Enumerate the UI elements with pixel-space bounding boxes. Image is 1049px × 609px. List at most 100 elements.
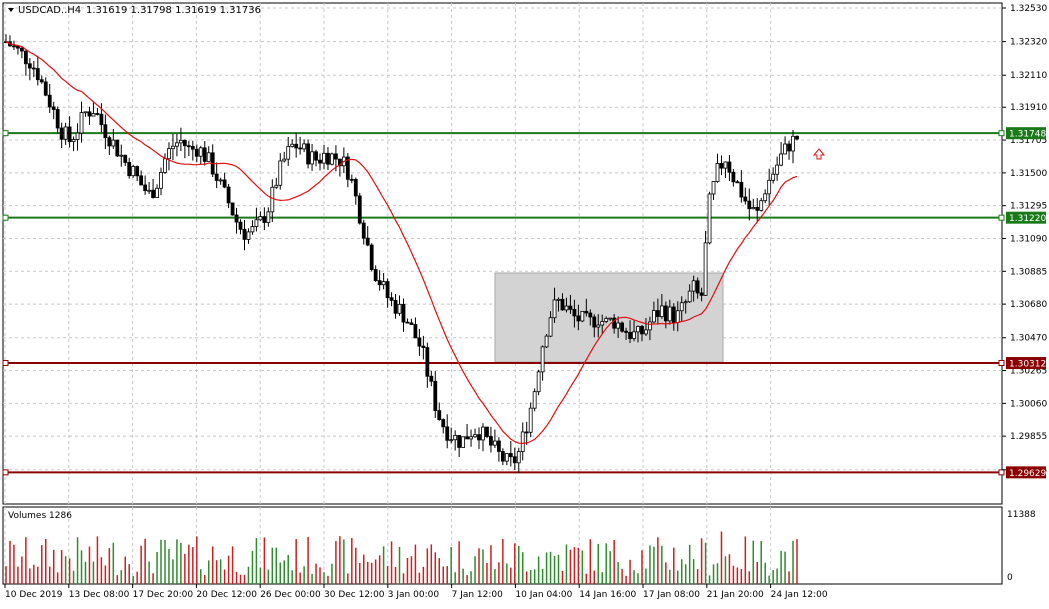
up-arrow-icon xyxy=(812,148,826,160)
candle-body xyxy=(644,329,648,335)
level-handle[interactable] xyxy=(2,469,9,476)
candle-body xyxy=(536,371,541,393)
time-tick-label: 20 Dec 12:00 xyxy=(196,590,257,600)
candle-body xyxy=(39,79,44,83)
candle-body xyxy=(87,111,92,117)
candle-body xyxy=(552,299,557,319)
price-tick-label: 1.30265 xyxy=(1010,367,1047,377)
triangle-down-icon[interactable] xyxy=(8,8,14,12)
candle-body xyxy=(230,202,235,216)
candle-body xyxy=(592,316,597,328)
candle-body xyxy=(544,335,549,348)
candle-body xyxy=(377,280,382,286)
level-handle[interactable] xyxy=(2,130,9,137)
candle-body xyxy=(242,228,247,240)
candle-body xyxy=(345,156,350,180)
candle-body xyxy=(357,195,362,224)
candle-body xyxy=(421,345,426,348)
time-tick-label: 17 Jan 08:00 xyxy=(643,590,700,600)
candle-body xyxy=(214,173,219,181)
candles xyxy=(4,34,799,474)
price-tick-label: 1.32530 xyxy=(1010,4,1047,14)
candle-body xyxy=(385,281,390,299)
candle-body xyxy=(473,434,477,438)
candle-body xyxy=(361,222,366,239)
candle-body xyxy=(147,189,151,192)
level-handle[interactable] xyxy=(998,469,1005,476)
candle-body xyxy=(135,166,140,177)
candle-body xyxy=(75,132,80,140)
price-tick-label: 1.30680 xyxy=(1010,300,1047,310)
candle-body xyxy=(751,207,756,210)
candle-body xyxy=(16,45,20,49)
candle-body xyxy=(612,317,617,329)
candle-body xyxy=(206,152,211,162)
price-tick-label: 1.32320 xyxy=(1010,38,1047,48)
candle-body xyxy=(588,312,593,318)
price-tick-label: 1.29855 xyxy=(1010,432,1047,442)
candle-body xyxy=(520,431,525,452)
candle-body xyxy=(35,68,40,81)
candle-body xyxy=(143,184,148,191)
candle-body xyxy=(190,146,195,150)
price-tick-label: 1.31295 xyxy=(1010,202,1047,212)
candle-body xyxy=(469,436,473,440)
candle-body xyxy=(330,153,334,165)
candle-body xyxy=(675,310,680,323)
candle-body xyxy=(787,143,791,152)
candle-body xyxy=(759,200,764,211)
candle-body xyxy=(771,173,776,181)
candle-body xyxy=(282,158,287,162)
time-tick-label: 3 Jan 00:00 xyxy=(388,590,440,600)
level-tag-label: 1.29629 xyxy=(1009,469,1046,479)
level-handle[interactable] xyxy=(998,214,1005,221)
candle-body xyxy=(326,152,330,165)
candle-body xyxy=(437,410,442,420)
level-price-tags: 1.31748 1.31220 1.30312 1.29629 xyxy=(1006,127,1046,479)
candle-body xyxy=(43,81,48,96)
candle-body xyxy=(198,147,203,157)
candle-body xyxy=(306,143,310,165)
candle-body xyxy=(405,321,410,324)
time-tick-label: 30 Dec 12:00 xyxy=(324,590,385,600)
candle-body xyxy=(695,280,700,294)
time-axis: 10 Dec 2019 13 Dec 08:00 17 Dec 20:00 20 De… xyxy=(4,584,828,600)
candle-body xyxy=(500,451,505,462)
candle-body xyxy=(103,124,108,139)
volumes-label: Volumes 1286 xyxy=(8,511,72,521)
candle-body xyxy=(159,171,163,189)
level-handle[interactable] xyxy=(2,360,9,367)
level-handle[interactable] xyxy=(998,360,1005,367)
candle-body xyxy=(409,322,414,325)
level-handle[interactable] xyxy=(2,214,9,221)
candle-body xyxy=(91,113,96,117)
candle-body xyxy=(659,305,664,317)
time-tick-label: 21 Jan 20:00 xyxy=(707,590,764,600)
candle-body xyxy=(234,214,239,223)
candle-body xyxy=(707,193,712,244)
candle-body xyxy=(373,269,378,282)
candle-body xyxy=(449,439,454,442)
candle-body xyxy=(294,143,299,149)
range-box[interactable] xyxy=(494,272,724,363)
price-tick-label: 1.30470 xyxy=(1010,334,1047,344)
price-tick-label: 1.32110 xyxy=(1010,71,1047,81)
candle-body xyxy=(703,242,708,296)
candle-body xyxy=(286,146,291,160)
candle-body xyxy=(262,216,267,223)
candle-body xyxy=(433,380,438,412)
candle-body xyxy=(691,280,696,292)
candle-body xyxy=(218,179,223,182)
candle-body xyxy=(389,297,394,301)
candle-body xyxy=(715,163,720,182)
candle-body xyxy=(258,216,263,221)
candle-body xyxy=(59,127,64,140)
level-handle[interactable] xyxy=(998,130,1005,137)
ohlc-values: 1.31619 1.31798 1.31619 1.31736 xyxy=(86,5,261,16)
candle-body xyxy=(369,244,374,270)
level-lines[interactable] xyxy=(2,130,1005,476)
candle-body xyxy=(186,145,191,148)
time-tick-label: 26 Dec 00:00 xyxy=(260,590,321,600)
